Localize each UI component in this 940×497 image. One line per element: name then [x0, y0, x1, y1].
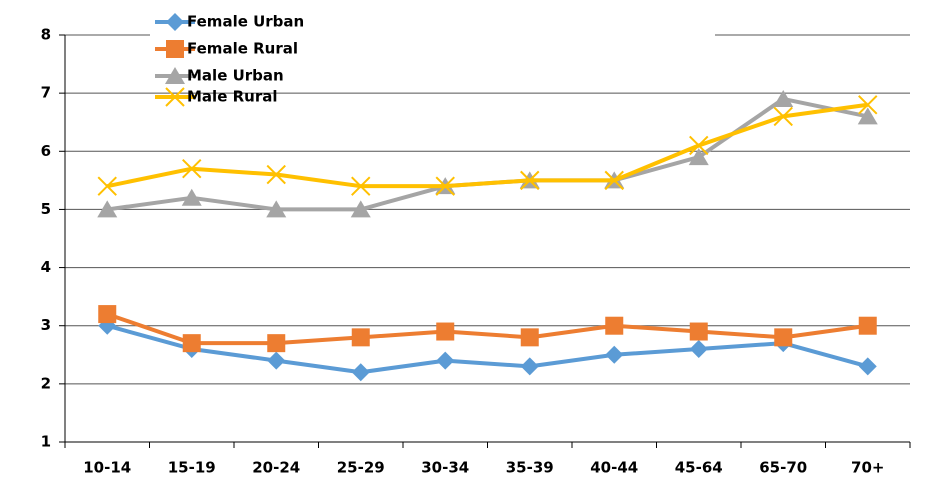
legend-label: Male Rural	[187, 88, 277, 106]
marker	[605, 345, 624, 364]
y-tick-label: 3	[41, 316, 51, 334]
x-tick-label: 35-39	[506, 459, 554, 477]
marker	[266, 200, 287, 218]
marker	[773, 106, 793, 127]
marker	[182, 334, 201, 353]
legend-box	[150, 8, 715, 38]
y-tick-label: 7	[41, 84, 51, 102]
marker	[436, 322, 455, 341]
marker	[351, 363, 370, 382]
legend-marker	[165, 87, 185, 107]
series-line	[106, 102, 869, 189]
marker	[267, 334, 286, 353]
marker	[181, 188, 202, 206]
marker	[858, 316, 877, 335]
marker	[266, 164, 286, 185]
x-tick-label: 30-34	[421, 459, 469, 477]
marker	[435, 176, 455, 196]
y-tick-label: 8	[41, 26, 51, 44]
x-tick-label: 45-64	[675, 459, 723, 477]
marker	[267, 351, 286, 370]
marker	[689, 339, 708, 358]
marker	[689, 135, 709, 156]
x-tick-label: 65-70	[759, 459, 807, 477]
x-tick-label: 10-14	[83, 459, 131, 477]
marker	[689, 322, 708, 341]
marker	[351, 328, 370, 347]
y-tick-label: 6	[41, 142, 51, 160]
marker	[182, 159, 202, 179]
legend-label: Female Urban	[187, 13, 304, 31]
marker	[97, 200, 118, 218]
marker	[520, 170, 540, 191]
marker	[858, 357, 877, 376]
x-tick-label: 70+	[851, 459, 884, 477]
marker	[857, 107, 878, 125]
marker	[97, 176, 117, 196]
legend-marker	[165, 67, 185, 84]
marker	[774, 328, 793, 347]
x-tick-label: 25-29	[337, 459, 385, 477]
y-tick-label: 2	[41, 374, 51, 392]
marker	[520, 357, 539, 376]
marker	[98, 305, 117, 324]
x-tick-label: 20-24	[252, 459, 300, 477]
x-tick-label: 40-44	[590, 459, 638, 477]
y-tick-label: 1	[41, 433, 51, 451]
y-tick-label: 5	[41, 200, 51, 218]
marker	[520, 328, 539, 347]
marker	[604, 170, 624, 191]
legend-marker	[166, 40, 184, 58]
marker	[773, 89, 794, 107]
legend-label: Female Rural	[187, 40, 298, 58]
marker	[351, 176, 371, 196]
legend-label: Male Urban	[187, 67, 284, 85]
marker	[688, 148, 709, 166]
x-tick-label: 15-19	[168, 459, 216, 477]
legend-marker	[166, 13, 184, 31]
marker	[436, 351, 455, 370]
marker	[858, 95, 878, 115]
marker	[605, 316, 624, 335]
marker	[350, 200, 371, 218]
series-line	[106, 312, 869, 346]
series-line	[106, 323, 869, 375]
y-tick-label: 4	[41, 258, 51, 276]
